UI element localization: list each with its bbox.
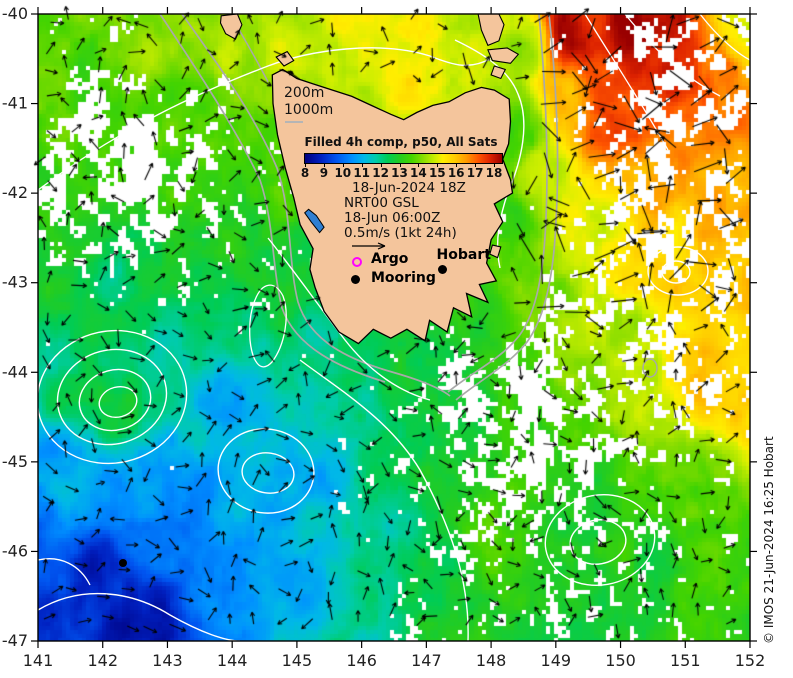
colorbar-tick-label: 15 (428, 166, 446, 180)
x-tick-label: 150 (605, 651, 636, 670)
x-tick-label: 145 (282, 651, 313, 670)
analysis-time-label: 18-Jun-2024 18Z (352, 180, 466, 196)
x-tick-label: 152 (735, 651, 766, 670)
colorbar-tick (399, 164, 401, 167)
x-tick-label: 151 (670, 651, 701, 670)
credit-text: © IMOS 21-Jun-2024 16:25 Hobart (762, 436, 776, 644)
colorbar-tick (456, 164, 458, 167)
colorbar-tick (380, 164, 382, 167)
colorbar-tick (437, 164, 439, 167)
y-tick-label: -42 (2, 183, 28, 202)
colorbar-tick-label: 17 (466, 166, 484, 180)
mooring-marker-icon (351, 275, 360, 284)
plot-border (37, 13, 751, 642)
colorbar-tick-label: 13 (391, 166, 408, 180)
argo-legend-label: Argo (371, 251, 409, 267)
colorbar-tick (475, 164, 477, 167)
y-tick-label: -47 (2, 631, 28, 650)
velocity-product-label: NRT00 GSL (344, 195, 419, 211)
colorbar-tick (323, 164, 325, 167)
colorbar-tick (305, 164, 306, 167)
x-tick-label: 148 (476, 651, 507, 670)
velocity-scale-label: 0.5m/s (1kt 24h) (344, 225, 457, 241)
colorbar-tick (361, 164, 363, 167)
mooring-point (118, 559, 127, 568)
bathymetry-line-sample (285, 121, 303, 123)
colorbar-tick-label: 18 (485, 166, 503, 180)
argo-marker-icon (352, 257, 362, 267)
x-tick-label: 142 (87, 651, 118, 670)
colorbar-title: Filled 4h comp, p50, All Sats (304, 135, 498, 149)
x-tick-label: 141 (23, 651, 54, 670)
y-tick-label: -43 (2, 273, 28, 292)
velocity-time-label: 18-Jun 06:00Z (344, 210, 441, 226)
colorbar-tick-label: 10 (334, 166, 352, 180)
x-tick-label: 144 (217, 651, 248, 670)
y-tick-label: -40 (2, 4, 28, 23)
y-tick-label: -46 (2, 541, 28, 560)
scale-arrow-icon (352, 242, 386, 250)
x-tick-label: 143 (152, 651, 183, 670)
colorbar-tick-label: 9 (319, 166, 329, 180)
colorbar-tick-label: 11 (353, 166, 371, 180)
depth-label-1000m: 1000m (284, 102, 334, 118)
colorbar-tick (494, 164, 495, 167)
colorbar-gradient (304, 153, 503, 164)
colorbar-tick-label: 14 (410, 166, 427, 180)
mooring-legend-label: Mooring (371, 270, 436, 286)
colorbar-tick (342, 164, 344, 167)
y-tick-label: -44 (2, 362, 28, 381)
city-label-hobart: Hobart (436, 247, 491, 264)
colorbar-tick-label: 12 (372, 166, 389, 180)
colorbar-tick-label: 16 (447, 166, 465, 180)
hobart-dot (438, 264, 448, 274)
colorbar-tick (418, 164, 420, 167)
x-tick-label: 149 (541, 651, 572, 670)
depth-label-200m: 200m (284, 85, 325, 101)
y-tick-label: -41 (2, 94, 28, 113)
x-tick-label: 146 (346, 651, 377, 670)
x-tick-label: 147 (411, 651, 442, 670)
y-tick-label: -45 (2, 452, 28, 471)
colorbar-tick-label: 8 (300, 166, 310, 180)
